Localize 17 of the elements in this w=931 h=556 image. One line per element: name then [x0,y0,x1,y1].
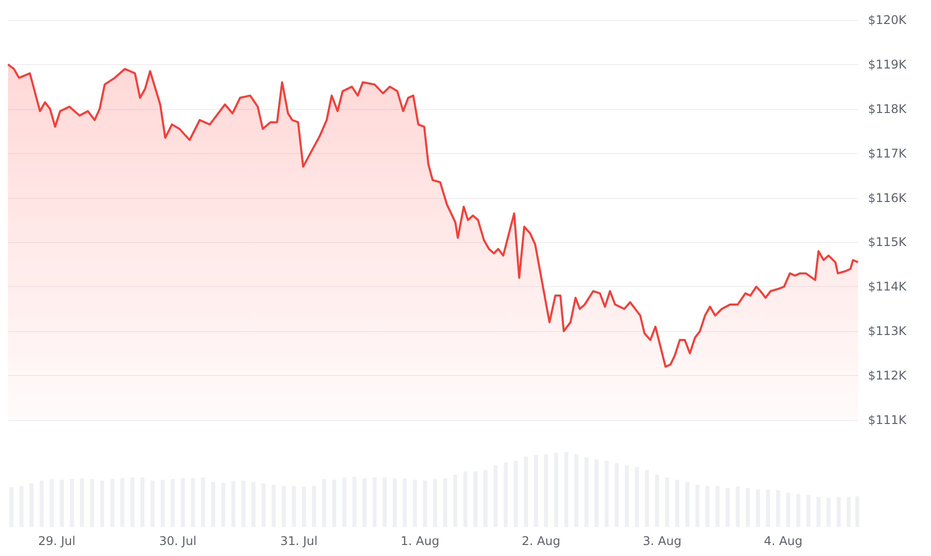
x-tick-label: 1. Aug [400,534,440,548]
x-tick-label: 4. Aug [764,534,803,548]
y-tick-label: $118K [868,102,908,116]
y-tick-label: $120K [868,13,908,27]
y-tick-label: $119K [868,57,908,72]
y-tick-label: $114K [868,280,908,294]
x-tick-label: 30. Jul [159,534,197,548]
y-tick-label: $112K [868,368,908,383]
y-tick-label: $113K [868,324,908,338]
x-tick-label: 31. Jul [280,534,318,548]
x-tick-label: 3. Aug [642,534,682,548]
y-tick-label: $115K [868,235,908,250]
y-tick-label: $117K [868,146,908,160]
y-tick-label: $116K [868,190,908,205]
x-tick-label: 2. Aug [522,534,560,548]
y-tick-label: $111K [868,413,908,427]
x-tick-label: 29. Jul [38,534,76,548]
